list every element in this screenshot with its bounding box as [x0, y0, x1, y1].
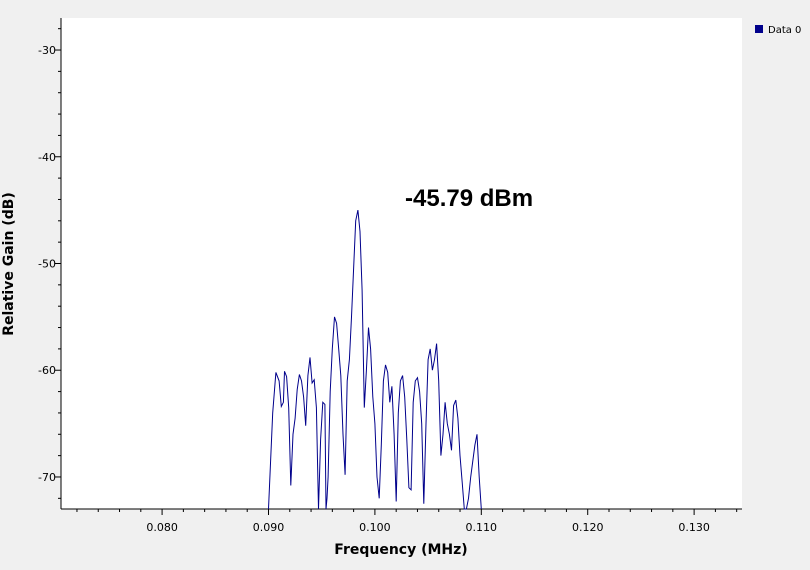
x-tick-label: 0.130 [678, 521, 710, 534]
peak-annotation: -45.79 dBm [405, 185, 533, 212]
y-axis-title: Relative Gain (dB) [1, 192, 17, 336]
legend-swatch [755, 25, 763, 33]
y-tick-label: -30 [38, 44, 56, 57]
axis-ticks: 0.080 0.090 0.100 0.110 0.120 0.130 -30 -40 -50 -… [38, 28, 738, 534]
x-tick-label: 0.090 [253, 521, 285, 534]
x-tick-label: 0.100 [359, 521, 391, 534]
x-tick-label: 0.120 [572, 521, 604, 534]
plot-area [61, 18, 742, 509]
series-group [268, 209, 482, 510]
x-tick-label: 0.110 [466, 521, 498, 534]
legend[interactable]: Data 0 [755, 25, 801, 36]
legend-label: Data 0 [768, 25, 801, 36]
y-tick-label: -40 [38, 151, 56, 164]
x-tick-label: 0.080 [146, 521, 178, 534]
series-line [268, 209, 482, 510]
x-axis-title: Frequency (MHz) [334, 542, 467, 558]
y-tick-label: -50 [38, 258, 56, 271]
y-tick-label: -70 [38, 471, 56, 484]
y-tick-label: -60 [38, 364, 56, 377]
